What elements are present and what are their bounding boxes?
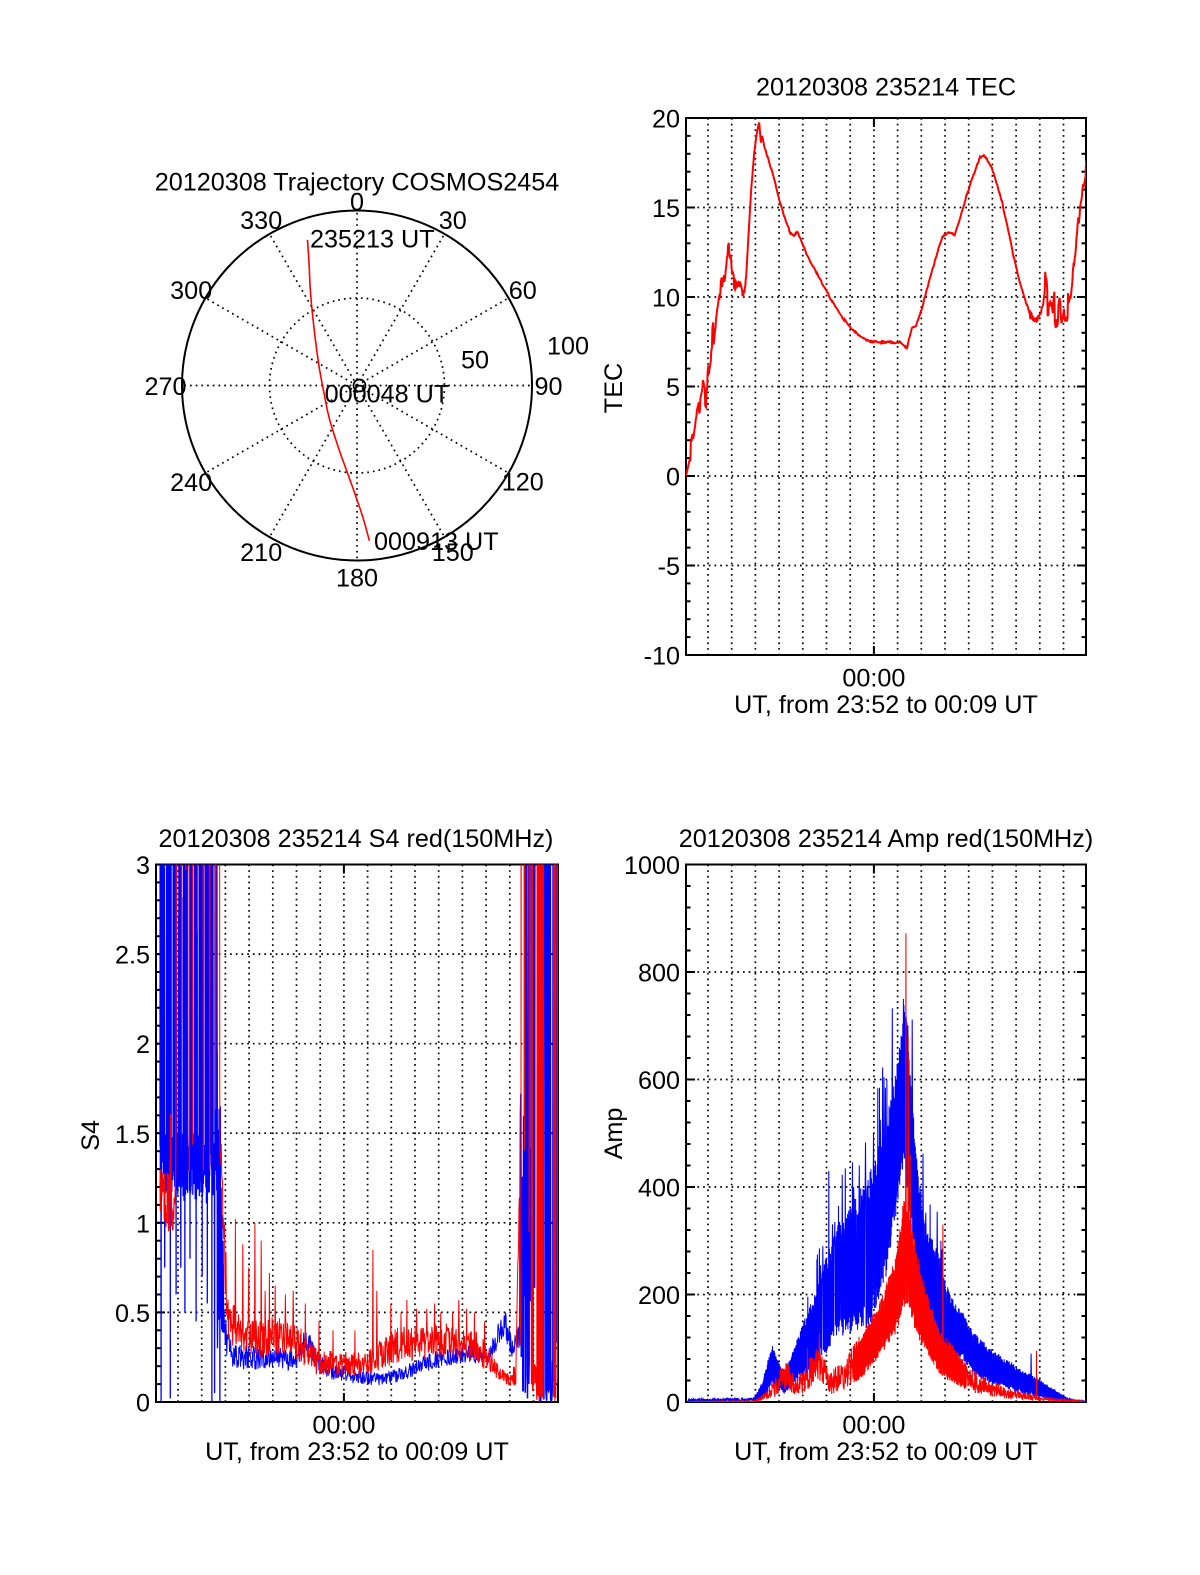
svg-text:Amp: Amp — [600, 1108, 628, 1160]
svg-text:00:00: 00:00 — [842, 1412, 905, 1440]
svg-text:3: 3 — [136, 852, 150, 880]
svg-text:20120308 235214 S4 red(150MHz): 20120308 235214 S4 red(150MHz) — [159, 825, 554, 853]
svg-text:1.5: 1.5 — [115, 1121, 150, 1149]
svg-text:-10: -10 — [644, 643, 680, 671]
svg-text:UT, from 23:52 to 00:09 UT: UT, from 23:52 to 00:09 UT — [205, 1438, 509, 1466]
svg-text:20120308 235214 TEC: 20120308 235214 TEC — [756, 74, 1016, 102]
svg-text:00:00: 00:00 — [842, 665, 905, 693]
svg-text:800: 800 — [638, 960, 680, 988]
svg-text:235213 UT: 235213 UT — [310, 226, 435, 254]
svg-text:210: 210 — [240, 539, 282, 567]
svg-text:300: 300 — [170, 277, 212, 305]
svg-text:5: 5 — [666, 374, 680, 402]
svg-text:60: 60 — [509, 277, 537, 305]
svg-text:0: 0 — [350, 189, 364, 217]
svg-text:S4: S4 — [77, 1120, 105, 1151]
svg-text:50: 50 — [461, 347, 489, 375]
svg-text:UT, from 23:52 to 00:09 UT: UT, from 23:52 to 00:09 UT — [734, 691, 1038, 719]
svg-text:2: 2 — [136, 1031, 150, 1059]
svg-text:120: 120 — [502, 469, 544, 497]
svg-text:90: 90 — [534, 373, 562, 401]
svg-text:-5: -5 — [658, 553, 680, 581]
svg-text:TEC: TEC — [600, 363, 628, 413]
svg-text:400: 400 — [638, 1175, 680, 1203]
svg-text:0: 0 — [136, 1390, 150, 1418]
svg-text:270: 270 — [144, 373, 186, 401]
svg-text:150: 150 — [432, 539, 474, 567]
svg-text:1000: 1000 — [624, 852, 680, 880]
svg-text:20120308 Trajectory COSMOS2454: 20120308 Trajectory COSMOS2454 — [155, 169, 560, 197]
svg-text:20: 20 — [652, 106, 680, 134]
svg-text:UT, from 23:52 to 00:09 UT: UT, from 23:52 to 00:09 UT — [734, 1438, 1038, 1466]
svg-text:100: 100 — [547, 333, 589, 361]
svg-text:10: 10 — [652, 285, 680, 313]
svg-text:15: 15 — [652, 195, 680, 223]
svg-text:1: 1 — [136, 1210, 150, 1238]
svg-text:00:00: 00:00 — [312, 1412, 375, 1440]
svg-text:2.5: 2.5 — [115, 942, 150, 970]
svg-text:0: 0 — [666, 1390, 680, 1418]
svg-text:240: 240 — [170, 469, 212, 497]
svg-text:180: 180 — [336, 565, 378, 593]
svg-text:000913 UT: 000913 UT — [374, 528, 499, 556]
svg-text:0.5: 0.5 — [115, 1300, 150, 1328]
svg-text:0: 0 — [666, 464, 680, 492]
svg-text:200: 200 — [638, 1282, 680, 1310]
svg-text:600: 600 — [638, 1067, 680, 1095]
svg-text:20120308 235214 Amp red(150MHz: 20120308 235214 Amp red(150MHz) — [679, 825, 1093, 853]
svg-text:000048 UT: 000048 UT — [325, 381, 450, 409]
svg-text:30: 30 — [439, 207, 467, 235]
svg-text:330: 330 — [240, 207, 282, 235]
